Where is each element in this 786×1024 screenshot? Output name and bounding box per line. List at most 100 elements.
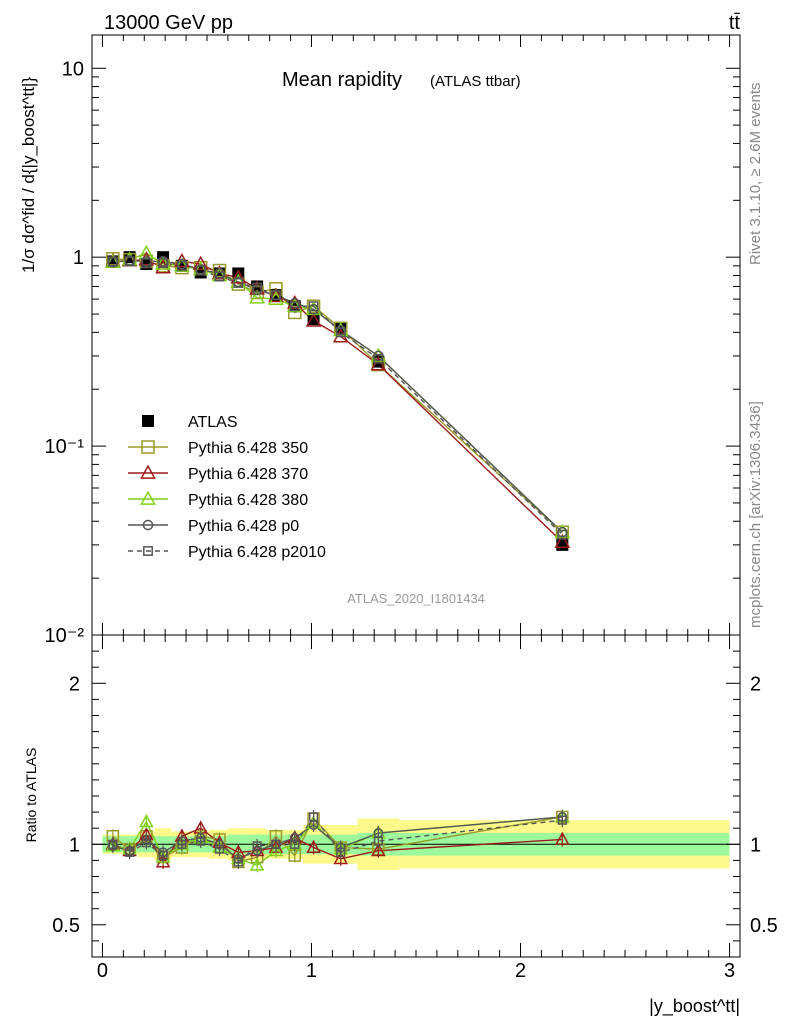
rivet-label: Rivet 3.1.10, ≥ 2.6M events xyxy=(747,83,764,266)
main-ticks: 10⁻² 10⁻¹ 1 10 xyxy=(45,35,740,647)
ratio-y-tick-label: 0.5 xyxy=(52,915,80,937)
ratio-point xyxy=(252,841,262,851)
series-line xyxy=(112,260,563,536)
y-tick-label: 10 xyxy=(62,58,84,80)
series-line xyxy=(112,259,563,533)
data-point xyxy=(289,301,300,312)
legend-marker xyxy=(142,415,154,427)
series-line xyxy=(112,258,563,543)
ratio-point xyxy=(196,836,206,846)
mcplots-label: mcplots.cern.ch [arXiv:1306.3436] xyxy=(747,401,764,628)
ratio-point xyxy=(268,842,284,857)
ratio-bands xyxy=(92,818,740,871)
y-tick-label: 10⁻¹ xyxy=(45,436,85,458)
legend-label: Pythia 6.428 p2010 xyxy=(188,544,326,561)
y-tick-label: 10⁻² xyxy=(45,625,85,647)
x-tick-label: 1 xyxy=(306,960,317,982)
x-tick-label: 3 xyxy=(724,960,735,982)
chart-title: Mean rapidity xyxy=(282,69,402,91)
legend-label: Pythia 6.428 380 xyxy=(188,492,308,509)
data-point xyxy=(252,282,263,293)
data-point xyxy=(233,278,244,288)
ratio-point xyxy=(108,839,118,849)
data-point xyxy=(557,529,568,540)
ratio-point xyxy=(306,839,321,853)
data-point xyxy=(141,258,152,269)
ratio-point xyxy=(308,812,319,822)
ratio-ticks: 0.5 0.5 1 1 2 2 0 1 2 3 xyxy=(52,635,778,982)
ratio-point xyxy=(141,838,151,848)
series-line xyxy=(112,252,563,533)
ratio-frame xyxy=(91,634,741,958)
data-point xyxy=(195,265,206,276)
ratio-point xyxy=(290,839,300,849)
data-point xyxy=(305,312,322,327)
data-point xyxy=(230,269,247,284)
data-point xyxy=(288,305,302,320)
x-axis-label: |y_boost^tt| xyxy=(649,996,740,1017)
legend-marker xyxy=(140,464,156,479)
x-tick-label: 2 xyxy=(515,960,526,982)
ratio-panel: 0.5 0.5 1 1 2 2 0 1 2 3 Ratio to ATLAS |y_boost^t… xyxy=(23,634,778,1017)
ratio-point xyxy=(249,857,265,871)
ratio-y-tick-label-right: 0.5 xyxy=(750,915,778,937)
ratio-y-tick-label-right: 2 xyxy=(750,673,761,695)
y-tick-label: 1 xyxy=(73,247,84,269)
data-point xyxy=(155,255,171,270)
chart-subtitle: (ATLAS ttbar) xyxy=(430,73,521,90)
legend-marker xyxy=(140,490,156,505)
ratio-point xyxy=(158,850,168,861)
header-left: 13000 GeV pp xyxy=(104,12,233,34)
legend-marker xyxy=(143,546,153,556)
ratio-marks xyxy=(105,809,570,873)
ratio-y-tick-label: 2 xyxy=(69,673,80,695)
data-point xyxy=(269,282,283,296)
header-right: tt̄ xyxy=(729,12,741,34)
x-tick-label: 0 xyxy=(97,960,108,982)
data-point xyxy=(106,252,120,266)
ratio-point xyxy=(336,847,346,857)
data-point xyxy=(212,263,227,278)
ratio-point xyxy=(125,847,135,857)
data-point xyxy=(124,256,135,267)
data-point xyxy=(174,257,190,272)
legend-label: Pythia 6.428 350 xyxy=(188,440,308,457)
ratio-ylabel: Ratio to ATLAS xyxy=(23,748,39,843)
main-ylabel: 1/σ dσ^fid / d{|y_boost^tt|} xyxy=(19,77,38,273)
data-point xyxy=(192,255,209,270)
legend-label: Pythia 6.428 p0 xyxy=(188,518,299,535)
data-point xyxy=(286,297,303,313)
ratio-point xyxy=(233,857,243,867)
series-line xyxy=(112,258,563,533)
ratio-point xyxy=(139,813,154,828)
ratio-point xyxy=(177,839,187,849)
ratio-y-tick-label-right: 1 xyxy=(750,834,761,856)
data-point xyxy=(306,299,321,313)
data-point xyxy=(554,533,571,549)
ratio-point xyxy=(271,839,281,849)
data-point xyxy=(249,289,266,304)
ratio-point xyxy=(333,850,349,865)
ratio-point xyxy=(557,815,567,825)
data-point xyxy=(268,288,284,303)
legend-marker xyxy=(142,519,154,531)
data-point xyxy=(335,327,346,338)
data-point xyxy=(176,260,187,271)
data-point xyxy=(308,301,319,312)
legend-marker xyxy=(141,440,155,454)
legend-label: ATLAS xyxy=(188,414,238,431)
ratio-y-tick-label: 1 xyxy=(69,834,80,856)
ratio-point xyxy=(555,831,570,845)
main-marks xyxy=(105,244,571,551)
data-point xyxy=(270,290,281,301)
ratio-point xyxy=(214,844,225,854)
data-point xyxy=(370,356,387,371)
data-point xyxy=(373,353,384,364)
legend: ATLAS Pythia 6.428 350 Pythia 6.428 370 Pyt… xyxy=(128,414,326,561)
legend-label: Pythia 6.428 370 xyxy=(188,466,308,483)
data-point xyxy=(158,258,169,269)
analysis-id: ATLAS_2020_I1801434 xyxy=(347,591,485,606)
ratio-point xyxy=(371,842,386,857)
